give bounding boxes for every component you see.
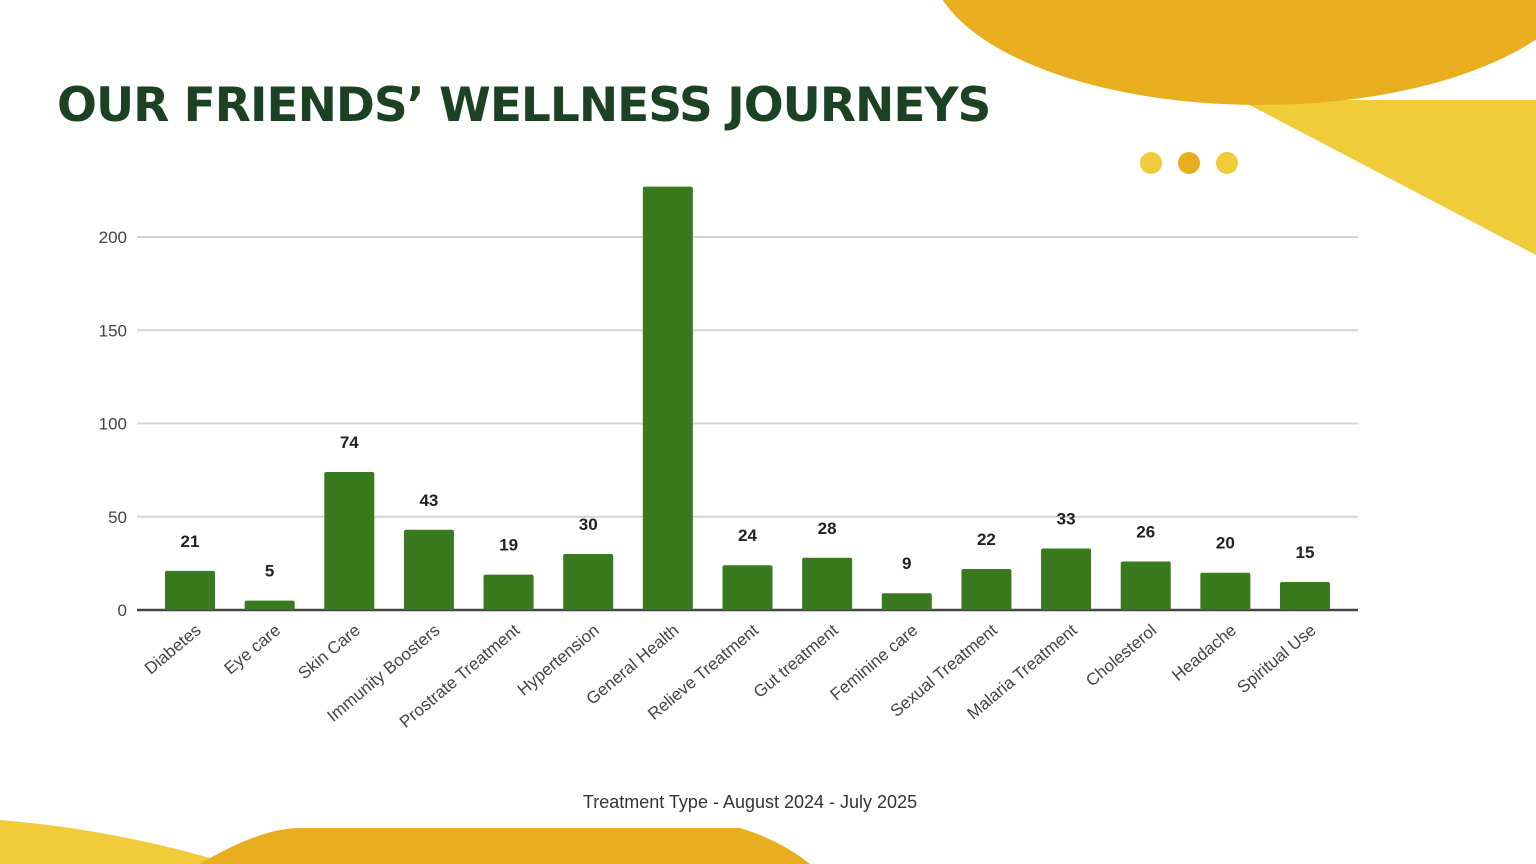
bar xyxy=(642,186,693,610)
data-label: 74 xyxy=(340,433,359,452)
bar xyxy=(483,574,534,610)
data-label: 26 xyxy=(1136,523,1155,542)
bar xyxy=(1200,572,1251,610)
data-label: 5 xyxy=(265,562,274,581)
data-label: 33 xyxy=(1057,509,1076,528)
bar xyxy=(165,570,215,610)
data-label: 43 xyxy=(419,491,438,510)
data-label: 21 xyxy=(181,532,200,551)
x-tick-label: Eye care xyxy=(221,621,285,679)
y-tick-label: 150 xyxy=(99,321,127,340)
x-tick-label: Headache xyxy=(1168,621,1240,685)
data-label: 30 xyxy=(579,515,598,534)
bottom-left-light-shape xyxy=(0,820,230,864)
x-tick-label: Skin Care xyxy=(294,621,363,684)
bar xyxy=(1280,582,1330,610)
bar xyxy=(1120,561,1171,610)
bar xyxy=(802,557,853,610)
bar xyxy=(563,554,614,610)
x-tick-label: Spiritual Use xyxy=(1234,621,1320,698)
data-label: 22 xyxy=(977,530,996,549)
bar xyxy=(881,593,932,610)
dot-icon xyxy=(1216,152,1238,174)
bar xyxy=(403,529,454,610)
bar xyxy=(722,565,773,610)
dot-icon xyxy=(1178,152,1200,174)
y-tick-label: 100 xyxy=(99,415,127,434)
bottom-dark-shape xyxy=(200,828,810,864)
data-label: 9 xyxy=(902,554,911,573)
data-label: 20 xyxy=(1216,534,1235,553)
x-tick-label: Diabetes xyxy=(141,621,205,679)
data-label: 28 xyxy=(818,519,837,538)
y-tick-label: 200 xyxy=(99,228,127,247)
bar xyxy=(324,471,375,610)
dot-icon xyxy=(1140,152,1162,174)
data-label: 19 xyxy=(499,536,518,555)
data-label: 24 xyxy=(738,526,757,545)
bar xyxy=(1041,548,1092,610)
y-tick-label: 0 xyxy=(118,601,127,620)
bar xyxy=(961,568,1012,610)
top-right-dark-shape xyxy=(942,0,1536,105)
y-tick-label: 50 xyxy=(108,508,127,527)
page-title: OUR FRIENDS’ WELLNESS JOURNEYS xyxy=(57,78,991,133)
data-label: 15 xyxy=(1296,543,1315,562)
bar xyxy=(244,600,295,610)
x-tick-label: Cholesterol xyxy=(1082,621,1160,691)
top-right-light-shape xyxy=(1240,100,1536,255)
x-axis-label: Treatment Type - August 2024 - July 2025 xyxy=(583,792,917,812)
